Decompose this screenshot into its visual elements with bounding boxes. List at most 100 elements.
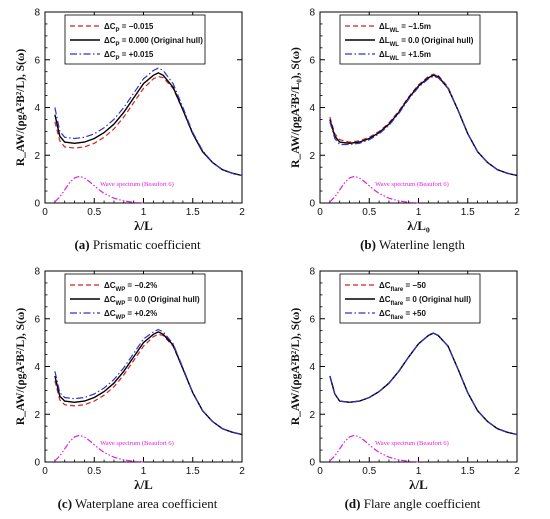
x-tick-label: 0.5 (362, 207, 376, 218)
caption-text: Prismatic coefficient (92, 237, 201, 252)
x-tick-label: 0.5 (87, 466, 101, 477)
series-line (54, 175, 144, 204)
panel-prismatic-coefficient: 0 0.5 1 1.5 2 0 2 4 6 8 λ/L R_AW/(ρgA²B²/L), S(ω) Wa… (0, 0, 275, 259)
caption-a: (a) Prismatic coefficient (0, 237, 275, 253)
legend-label: ΔLWL = −1.5m (379, 22, 431, 34)
x-axis-label: λ/L (134, 477, 153, 492)
series-line (54, 67, 243, 177)
caption-d: (d) Flare angle coefficient (275, 496, 550, 512)
x-tick-label: 0.5 (87, 207, 101, 218)
y-axis-label: R_AW/(ρgA²B²/L), S(ω) (15, 49, 27, 166)
caption-id: (a) (74, 237, 90, 252)
x-tick-label: 1.5 (461, 207, 475, 218)
legend-label: ΔCflare = 0 (Original hull) (379, 295, 471, 307)
series-line (54, 434, 144, 463)
y-axis-label: R_AW/(ρgA²B²/L₀), S(ω) (290, 47, 302, 168)
series-line (54, 75, 243, 177)
y-tick-label: 0 (34, 199, 40, 210)
x-tick-label: 1.5 (186, 466, 200, 477)
x-tick-label: 1.5 (186, 207, 200, 218)
y-tick-label: 4 (34, 103, 40, 114)
panel-flare-angle-coefficient: 0 0.5 1 1.5 2 0 2 4 6 8 λ/L R_AW/(ρgA²B²/L), S(ω) Wa… (275, 259, 550, 518)
series-line (329, 75, 518, 177)
caption-c: (c) Waterplane area coefficient (0, 496, 275, 512)
caption-text: Waterline length (378, 237, 465, 252)
legend-label: ΔCWP = −0.2% (104, 281, 157, 293)
x-axis-label: λ/L₀ (407, 218, 430, 233)
panel-waterline-length: 0 0.5 1 1.5 2 0 2 4 6 8 λ/L₀ R_AW/(ρgA²B²/L₀), S(ω)… (275, 0, 550, 259)
caption-id: (b) (360, 237, 376, 252)
series-line (329, 332, 518, 436)
legend-label: ΔCflare = +50 (379, 309, 426, 321)
spectrum-annotation: Wave spectrum (Beaufort 6) (375, 181, 449, 188)
y-tick-label: 6 (309, 55, 315, 66)
chart-waterplane-area-coefficient: 0 0.5 1 1.5 2 0 2 4 6 8 λ/L R_AW/(ρgA²B²/L), S(ω) Wa… (15, 267, 245, 493)
y-tick-label: 8 (34, 267, 40, 278)
series-line (329, 175, 419, 204)
chart-flare-angle-coefficient: 0 0.5 1 1.5 2 0 2 4 6 8 λ/L R_AW/(ρgA²B²/L), S(ω) Wa… (290, 267, 520, 493)
x-axis-label: λ/L (134, 218, 153, 233)
x-tick-label: 2 (514, 466, 520, 477)
series-line (329, 434, 419, 463)
y-tick-label: 2 (34, 410, 40, 421)
series-line (329, 332, 518, 436)
x-tick-label: 1 (141, 466, 147, 477)
y-tick-label: 8 (309, 8, 315, 19)
legend-label: ΔLWL = 0.0 (Original hull) (379, 36, 474, 48)
x-tick-label: 1 (416, 466, 422, 477)
series-line (54, 328, 243, 436)
spectrum-annotation: Wave spectrum (Beaufort 6) (100, 440, 174, 447)
chart-waterline-length: 0 0.5 1 1.5 2 0 2 4 6 8 λ/L₀ R_AW/(ρgA²B²/L₀), S(ω)… (290, 8, 520, 234)
legend-label: ΔCWP = +0.2% (104, 309, 157, 321)
y-tick-label: 4 (309, 103, 315, 114)
series-line (329, 73, 518, 177)
legend-label: ΔCflare = −50 (379, 281, 426, 293)
x-tick-label: 0 (42, 466, 48, 477)
y-tick-label: 4 (34, 362, 40, 373)
y-tick-label: 6 (309, 314, 315, 325)
y-tick-label: 0 (34, 458, 40, 469)
caption-text: Flare angle coefficient (363, 496, 481, 511)
x-tick-label: 2 (239, 466, 245, 477)
y-tick-label: 0 (309, 458, 315, 469)
series-line (54, 333, 243, 436)
y-tick-label: 8 (34, 8, 40, 19)
y-tick-label: 2 (309, 151, 315, 162)
panel-waterplane-area-coefficient: 0 0.5 1 1.5 2 0 2 4 6 8 λ/L R_AW/(ρgA²B²/L), S(ω) Wa… (0, 259, 275, 518)
legend-label: ΔCWP = 0.0 (Original hull) (104, 295, 200, 307)
y-tick-label: 2 (34, 151, 40, 162)
chart-prismatic-coefficient: 0 0.5 1 1.5 2 0 2 4 6 8 λ/L R_AW/(ρgA²B²/L), S(ω) Wa… (15, 8, 245, 234)
legend-label: ΔCP = 0.000 (Original hull) (104, 36, 203, 48)
y-tick-label: 8 (309, 267, 315, 278)
spectrum-annotation: Wave spectrum (Beaufort 6) (100, 181, 174, 188)
x-tick-label: 1 (141, 207, 147, 218)
x-tick-label: 1.5 (461, 466, 475, 477)
y-tick-label: 6 (34, 55, 40, 66)
x-tick-label: 0.5 (362, 466, 376, 477)
x-tick-label: 1 (416, 207, 422, 218)
caption-text: Waterplane area coefficient (75, 496, 218, 511)
series-line (329, 74, 518, 177)
y-tick-label: 2 (309, 410, 315, 421)
series-line (54, 72, 243, 177)
x-tick-label: 0 (317, 207, 323, 218)
y-axis-label: R_AW/(ρgA²B²/L), S(ω) (290, 308, 302, 425)
x-tick-label: 0 (42, 207, 48, 218)
caption-id: (c) (57, 496, 73, 511)
x-axis-label: λ/L (409, 477, 428, 492)
legend-label: ΔCP = +0.015 (104, 50, 154, 62)
x-tick-label: 2 (239, 207, 245, 218)
y-axis-label: R_AW/(ρgA²B²/L), S(ω) (15, 308, 27, 425)
x-tick-label: 0 (317, 466, 323, 477)
y-tick-label: 6 (34, 314, 40, 325)
legend-label: ΔLWL = +1.5m (379, 50, 431, 62)
series-line (329, 332, 518, 436)
y-tick-label: 0 (309, 199, 315, 210)
caption-b: (b) Waterline length (275, 237, 550, 253)
y-tick-label: 4 (309, 362, 315, 373)
series-line (54, 331, 243, 436)
x-tick-label: 2 (514, 207, 520, 218)
legend-label: ΔCP = −0.015 (104, 22, 154, 34)
caption-id: (d) (344, 496, 361, 511)
spectrum-annotation: Wave spectrum (Beaufort 6) (375, 440, 449, 447)
